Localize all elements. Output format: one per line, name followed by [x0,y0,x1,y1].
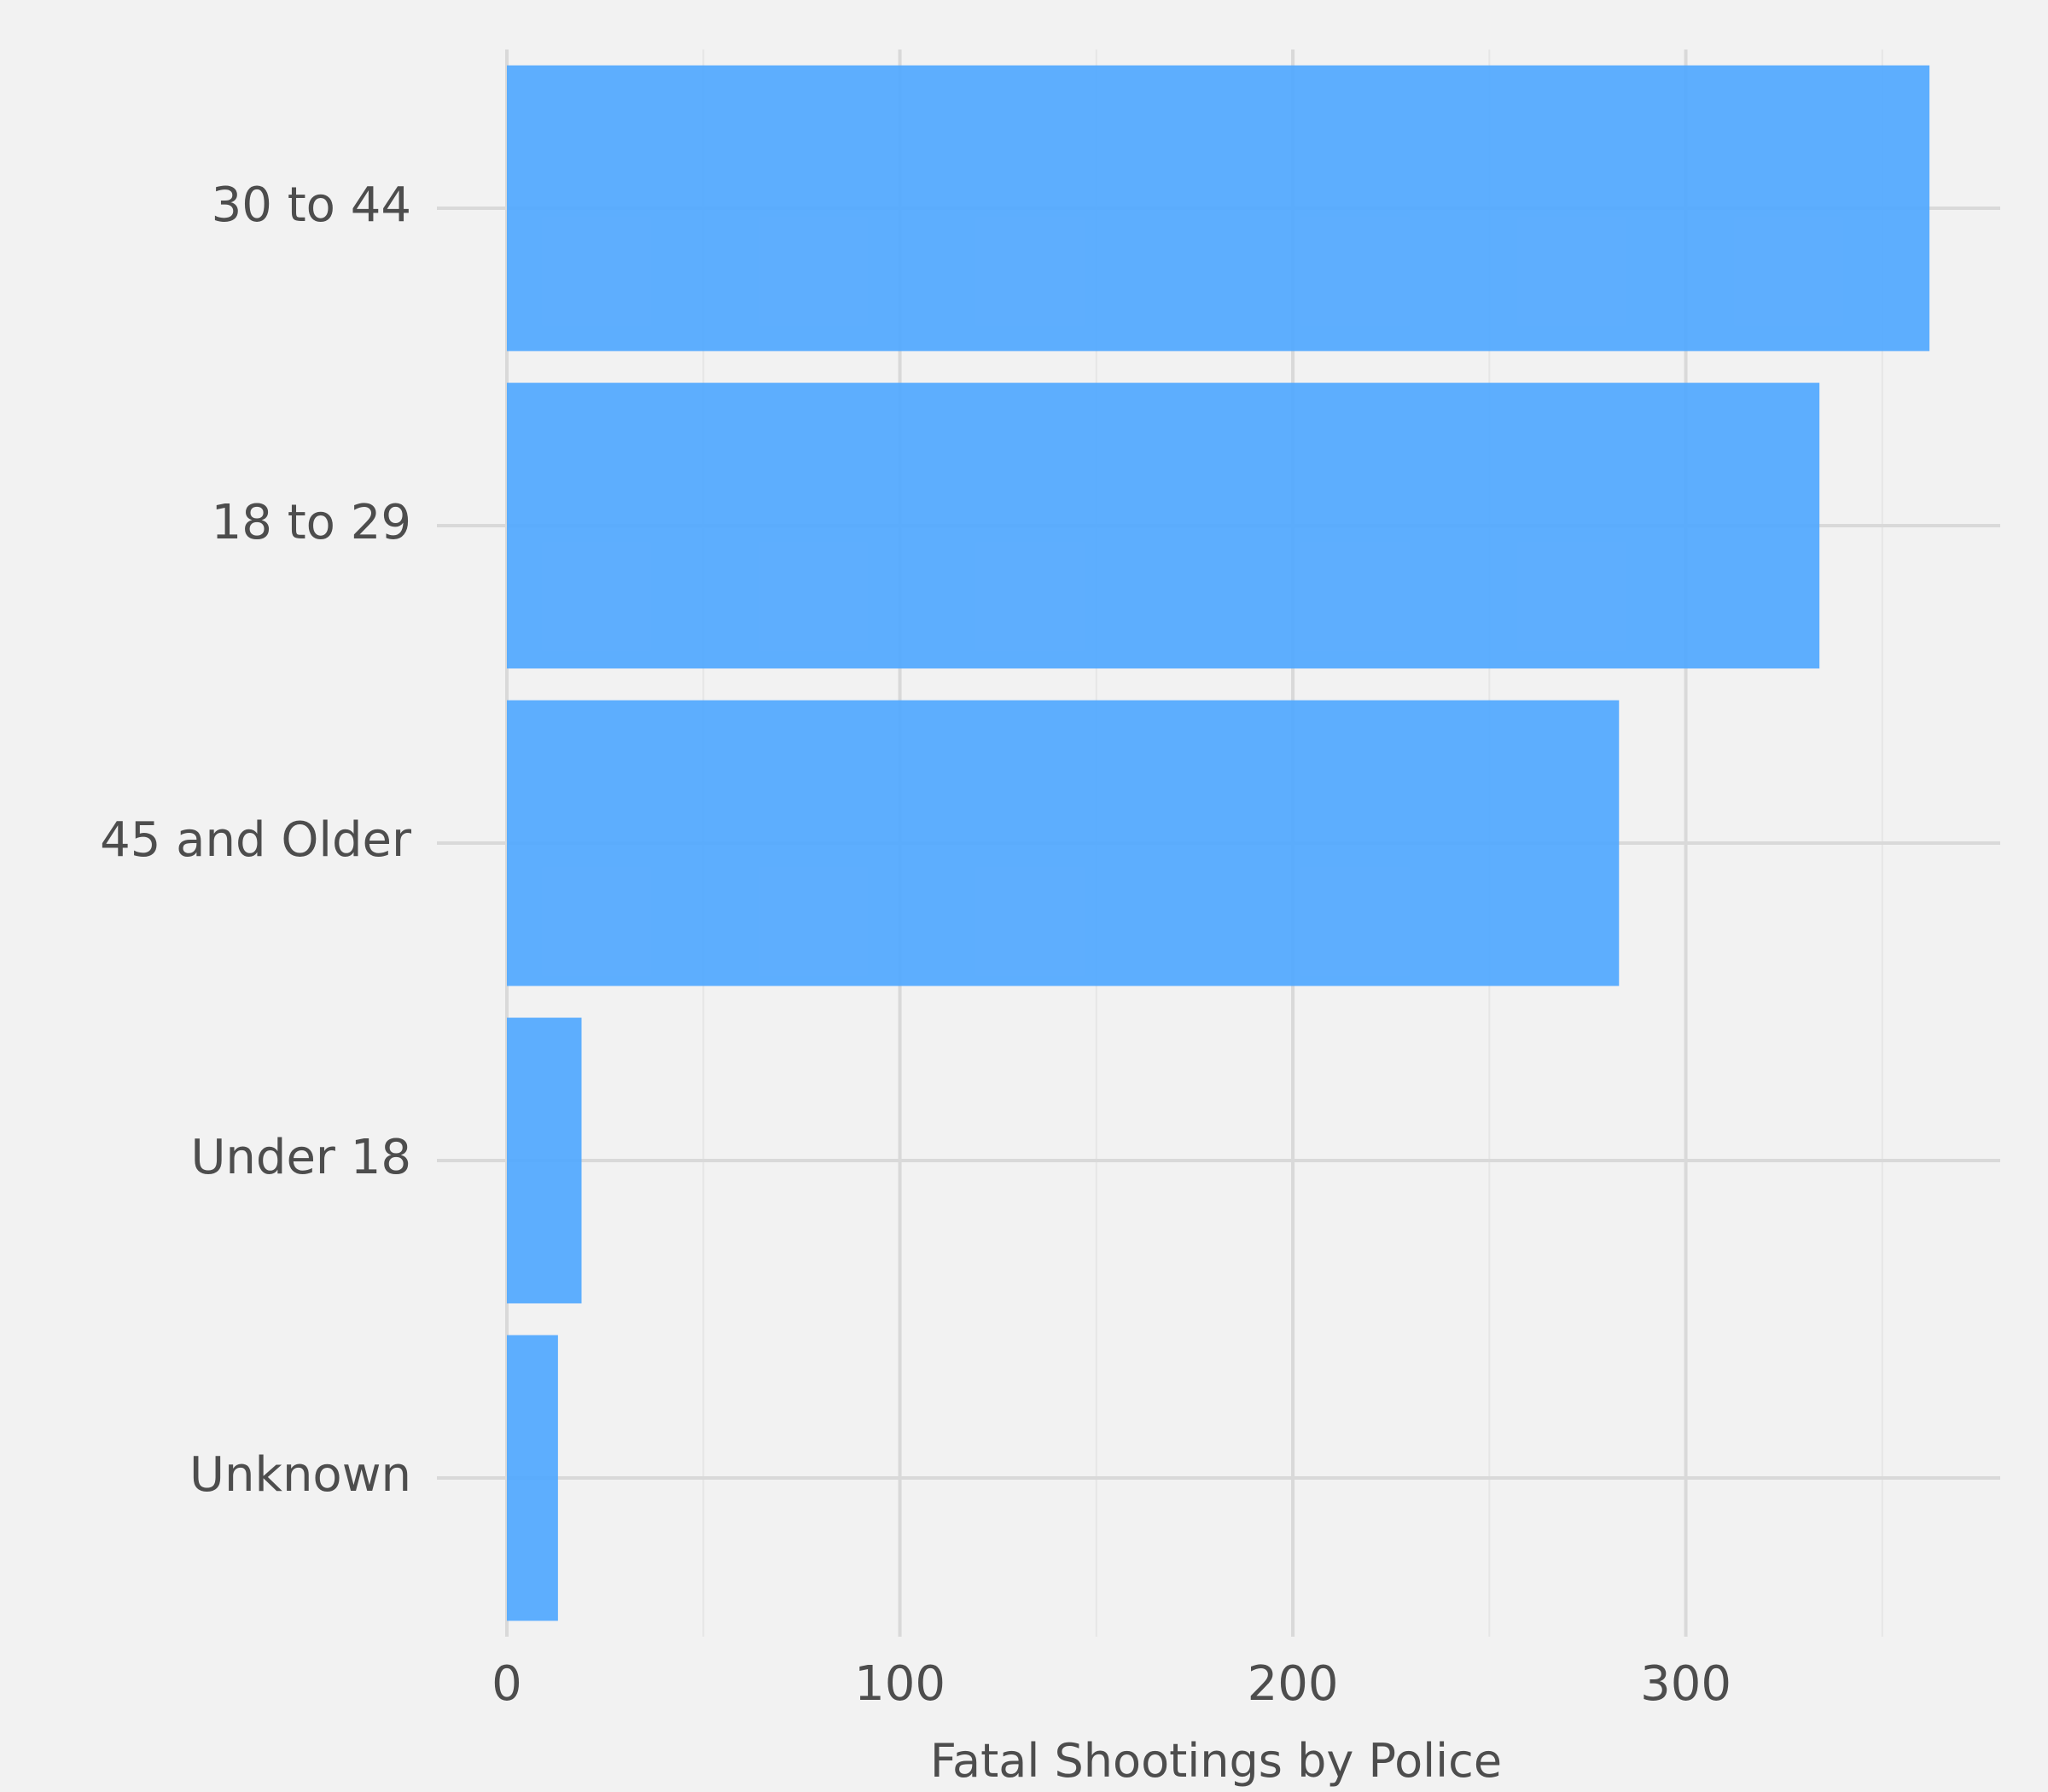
bar-0 [507,65,1930,352]
bar-3 [507,1017,582,1304]
bar-4 [507,1335,558,1621]
x-tick-label-1: 100 [854,1656,945,1712]
y-tick-label-4: Unknown [189,1447,411,1503]
y-tick-label-3: Under 18 [190,1130,411,1185]
y-axis-tick-labels: 30 to 44 18 to 29 45 and Older Under 18 Unkn… [100,177,412,1503]
x-axis-tick-labels: 0 100 200 300 [492,1656,1731,1712]
y-tick-label-0: 30 to 44 [212,177,411,233]
x-tick-label-2: 200 [1248,1656,1339,1712]
bar-2 [507,700,1620,986]
bars [507,65,1930,1621]
x-tick-label-0: 0 [492,1656,522,1712]
x-tick-label-3: 300 [1640,1656,1731,1712]
y-tick-label-1: 18 to 29 [212,495,411,550]
bar-1 [507,382,1820,669]
y-tick-label-2: 45 and Older [100,812,412,868]
x-axis-title: Fatal Shootings by Police [930,1734,1502,1788]
